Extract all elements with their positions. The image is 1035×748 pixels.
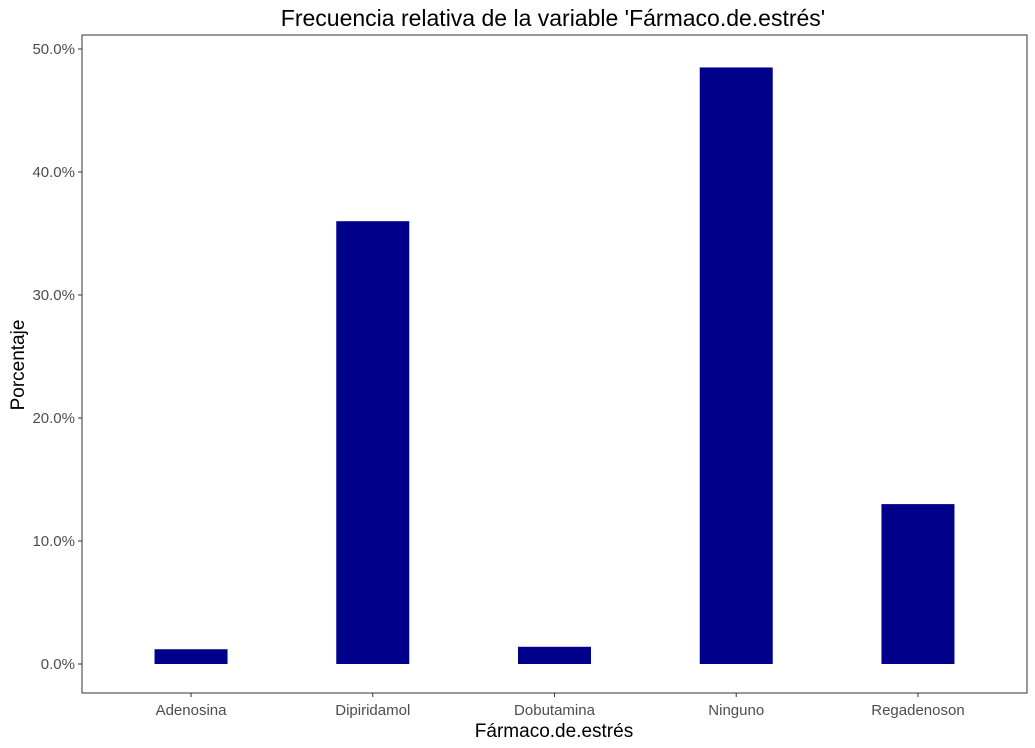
x-tick-label: Dobutamina [514, 702, 596, 719]
bar-dobutamina [518, 646, 591, 664]
y-tick-label: 40.0% [32, 164, 75, 181]
bar-regadenoson [881, 504, 955, 664]
y-tick-label: 30.0% [32, 287, 75, 304]
y-tick-label: 20.0% [32, 410, 75, 427]
y-tick-label: 50.0% [32, 41, 75, 58]
y-tick-label: 0.0% [41, 656, 75, 673]
x-tick-label: Regadenoson [871, 702, 964, 719]
y-tick-label: 10.0% [32, 533, 75, 550]
bar-ninguno [699, 67, 773, 664]
x-tick-label: Dipiridamol [335, 702, 410, 719]
y-axis: 0.0% 10.0% 20.0% 30.0% 40.0% 50.0% [32, 41, 82, 673]
bar-dipiridamol [336, 221, 410, 664]
x-axis-title: Fármaco.de.estrés [475, 721, 633, 742]
x-tick-label: Adenosina [156, 702, 228, 719]
x-axis: Adenosina Dipiridamol Dobutamina Ninguno Reg… [156, 693, 965, 719]
bar-adenosina [154, 649, 228, 664]
y-axis-title: Porcentaje [8, 320, 29, 411]
chart-title: Frecuencia relativa de la variable 'Fárm… [281, 5, 825, 31]
x-tick-label: Ninguno [708, 702, 764, 719]
bars [154, 67, 955, 664]
